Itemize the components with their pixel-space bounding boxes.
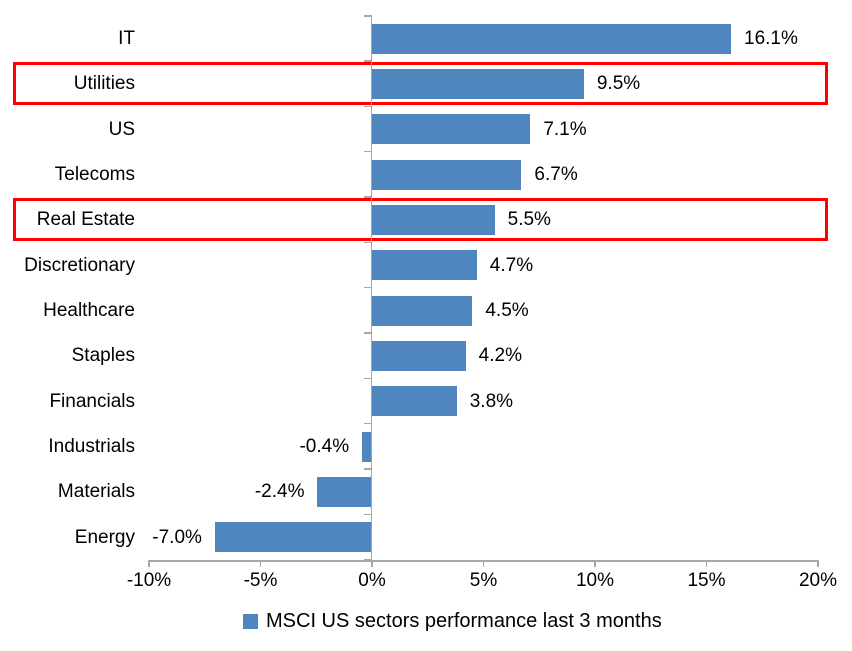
category-label: US — [108, 118, 135, 140]
category-label: IT — [118, 28, 135, 49]
x-axis-tick-label: 0% — [358, 570, 386, 591]
category-label: Materials — [57, 481, 135, 503]
category-label: Telecoms — [54, 163, 135, 185]
value-label: 5.5% — [507, 209, 551, 231]
value-label: 6.7% — [534, 163, 578, 185]
x-axis-tick — [482, 560, 485, 567]
bar — [372, 340, 466, 371]
legend: MSCI US sectors performance last 3 month… — [243, 610, 662, 633]
bar — [372, 204, 495, 235]
x-axis-tick — [259, 560, 262, 567]
value-label: -0.4% — [299, 435, 350, 457]
category-label: Discretionary — [24, 254, 135, 276]
y-axis-tick — [363, 60, 371, 62]
bar — [372, 23, 732, 54]
x-axis-tick — [148, 560, 150, 567]
bar — [317, 476, 371, 507]
y-axis-tick — [363, 422, 371, 425]
y-axis-tick — [363, 286, 371, 289]
category-label: Industrials — [48, 435, 135, 457]
category-label: Staples — [71, 345, 135, 367]
value-label: -7.0% — [152, 526, 202, 548]
y-axis-tick — [363, 468, 371, 470]
x-axis-tick-label: 5% — [469, 570, 498, 591]
y-axis-tick — [363, 196, 371, 198]
x-axis-tick-label: -5% — [243, 570, 278, 591]
bar — [362, 431, 371, 462]
y-axis-tick — [363, 105, 371, 108]
value-label: 4.5% — [485, 299, 529, 321]
value-label: 9.5% — [596, 73, 641, 95]
highlight-box-utilities — [13, 62, 828, 105]
y-axis-tick — [363, 513, 371, 516]
y-axis-tick — [363, 558, 371, 561]
bar — [372, 68, 584, 99]
y-axis-tick — [363, 241, 371, 244]
x-axis-tick — [817, 560, 819, 567]
x-axis-tick — [371, 560, 373, 567]
y-axis-tick — [363, 377, 371, 380]
x-axis-tick — [594, 560, 596, 567]
bar — [372, 250, 477, 281]
bar — [372, 295, 473, 326]
x-axis-tick-label: 10% — [575, 570, 615, 591]
x-axis-tick — [705, 560, 708, 567]
x-axis-tick-label: -10% — [126, 570, 172, 591]
legend-swatch-icon — [243, 614, 258, 629]
category-label: Healthcare — [43, 299, 135, 321]
value-label: 4.2% — [478, 345, 522, 367]
y-axis-tick — [363, 15, 371, 17]
bar — [372, 114, 531, 145]
y-axis-tick — [363, 150, 371, 153]
bar — [372, 386, 457, 417]
category-label: Financials — [49, 390, 135, 412]
legend-label: MSCI US sectors performance last 3 month… — [266, 610, 662, 632]
value-label: -2.4% — [254, 481, 305, 503]
category-label: Real Estate — [36, 209, 135, 231]
y-axis-line — [370, 15, 372, 560]
y-axis-tick — [363, 332, 371, 334]
x-axis-tick-label: 20% — [798, 570, 838, 591]
bar — [214, 522, 371, 553]
value-label: 3.8% — [469, 390, 514, 412]
x-axis-tick-label: 15% — [687, 570, 726, 591]
bar — [372, 159, 522, 190]
value-label: 4.7% — [489, 254, 534, 276]
highlight-box-real-estate — [13, 198, 828, 241]
category-label: Energy — [74, 526, 135, 548]
value-label: 7.1% — [543, 118, 587, 140]
category-label: Utilities — [73, 73, 135, 95]
value-label: 16.1% — [744, 28, 798, 49]
